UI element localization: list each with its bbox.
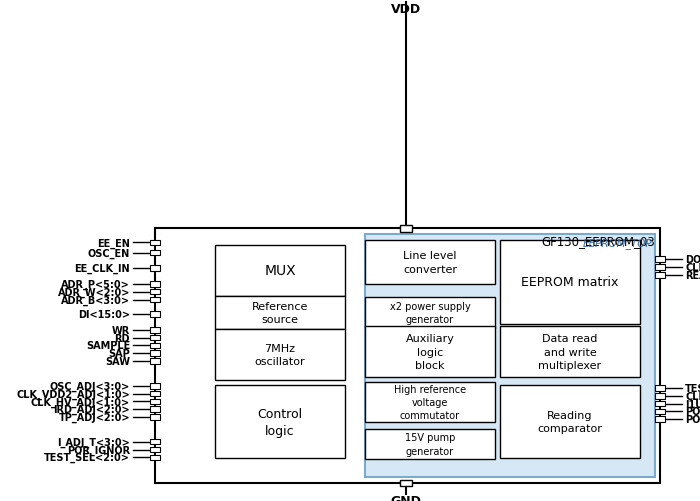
Text: TEST_OUT: TEST_OUT xyxy=(685,383,700,393)
Text: Control
logic: Control logic xyxy=(258,407,302,437)
Bar xyxy=(655,409,665,414)
Text: EE_EN: EE_EN xyxy=(97,238,130,248)
Text: x2 power supply
generator: x2 power supply generator xyxy=(390,301,470,324)
Text: CLK7M: CLK7M xyxy=(685,263,700,273)
Bar xyxy=(655,273,665,278)
Bar xyxy=(150,351,160,356)
Text: EEPROM_TOP: EEPROM_TOP xyxy=(582,237,652,248)
Bar xyxy=(150,335,160,341)
Text: SAP: SAP xyxy=(108,349,130,359)
Text: I_ADJ_T<3:0>: I_ADJ_T<3:0> xyxy=(57,437,130,447)
Text: MUX: MUX xyxy=(264,264,296,278)
Text: EE_CLK_IN: EE_CLK_IN xyxy=(74,264,130,274)
Text: IRD_ADJ<2:0>: IRD_ADJ<2:0> xyxy=(53,404,130,414)
Bar xyxy=(150,454,160,460)
Text: Data read
and write
multiplexer: Data read and write multiplexer xyxy=(538,334,601,370)
Bar xyxy=(365,240,495,285)
Bar xyxy=(500,385,640,458)
Bar xyxy=(655,265,665,271)
Text: I1UA_TEST: I1UA_TEST xyxy=(685,399,700,409)
Text: CLK_VDD2_ADJ<1:0>: CLK_VDD2_ADJ<1:0> xyxy=(16,389,130,399)
Text: Line level
converter: Line level converter xyxy=(403,251,457,274)
Text: SAMPLE: SAMPLE xyxy=(86,341,130,351)
Bar xyxy=(150,240,160,246)
Bar xyxy=(150,312,160,317)
Bar xyxy=(655,417,665,422)
Bar xyxy=(500,327,640,377)
Text: TP_ADJ<2:0>: TP_ADJ<2:0> xyxy=(59,412,130,422)
Bar xyxy=(500,240,640,324)
Bar xyxy=(215,246,345,296)
Bar xyxy=(655,401,665,407)
Bar xyxy=(655,393,665,399)
Bar xyxy=(365,383,495,422)
Bar xyxy=(150,343,160,349)
Text: WR: WR xyxy=(112,325,130,335)
Text: OSC_EN: OSC_EN xyxy=(88,248,130,258)
Bar xyxy=(365,327,495,377)
Text: VDD: VDD xyxy=(391,3,421,16)
Text: GND: GND xyxy=(391,494,421,501)
Text: CLK_HV_ADJ<1:0>: CLK_HV_ADJ<1:0> xyxy=(31,396,130,407)
Text: RD: RD xyxy=(115,333,130,343)
Text: SAW: SAW xyxy=(105,356,130,366)
Bar xyxy=(150,250,160,256)
Bar xyxy=(150,289,160,295)
Bar xyxy=(150,383,160,389)
Bar xyxy=(400,480,412,486)
Bar xyxy=(150,414,160,420)
Text: POR: POR xyxy=(685,407,700,417)
Text: POR_IGNOR: POR_IGNOR xyxy=(67,444,130,455)
Text: POROSC: POROSC xyxy=(685,414,700,424)
Text: EEPROM matrix: EEPROM matrix xyxy=(522,276,619,289)
Bar xyxy=(150,399,160,404)
Text: ADR_P<5:0>: ADR_P<5:0> xyxy=(62,279,130,290)
Bar xyxy=(150,327,160,333)
Text: 7MHz
oscillator: 7MHz oscillator xyxy=(255,343,305,366)
Bar xyxy=(365,234,655,477)
Bar xyxy=(655,257,665,263)
Bar xyxy=(215,385,345,458)
Bar xyxy=(150,297,160,303)
Text: High reference
voltage
commutator: High reference voltage commutator xyxy=(394,384,466,420)
Text: Reference
source: Reference source xyxy=(252,301,308,324)
Text: OSC_ADJ<3:0>: OSC_ADJ<3:0> xyxy=(50,381,130,391)
Text: GF130_EEPROM_03: GF130_EEPROM_03 xyxy=(541,234,655,247)
Text: READY: READY xyxy=(685,271,700,281)
Text: ADR_B<3:0>: ADR_B<3:0> xyxy=(61,295,130,305)
Bar xyxy=(150,439,160,444)
Bar xyxy=(365,298,495,328)
Bar xyxy=(150,266,160,272)
Bar xyxy=(155,229,660,483)
Bar xyxy=(215,330,345,380)
Text: DO: DO xyxy=(685,255,700,265)
Bar xyxy=(150,447,160,452)
Text: DI<15:0>: DI<15:0> xyxy=(78,310,130,320)
Bar xyxy=(150,391,160,397)
Bar xyxy=(215,296,345,330)
Bar xyxy=(150,282,160,287)
Text: TEST_SEL<2:0>: TEST_SEL<2:0> xyxy=(44,452,130,462)
Bar xyxy=(365,429,495,459)
Text: ADR_W<2:0>: ADR_W<2:0> xyxy=(57,287,130,297)
Text: 15V pump
generator: 15V pump generator xyxy=(405,432,455,455)
Bar xyxy=(150,359,160,364)
Text: Reading
comparator: Reading comparator xyxy=(538,410,603,433)
Text: CLK_TEST: CLK_TEST xyxy=(685,391,700,401)
Text: Auxiliary
logic
block: Auxiliary logic block xyxy=(405,334,454,370)
Bar xyxy=(400,225,412,232)
Bar xyxy=(655,385,665,391)
Bar xyxy=(150,407,160,412)
